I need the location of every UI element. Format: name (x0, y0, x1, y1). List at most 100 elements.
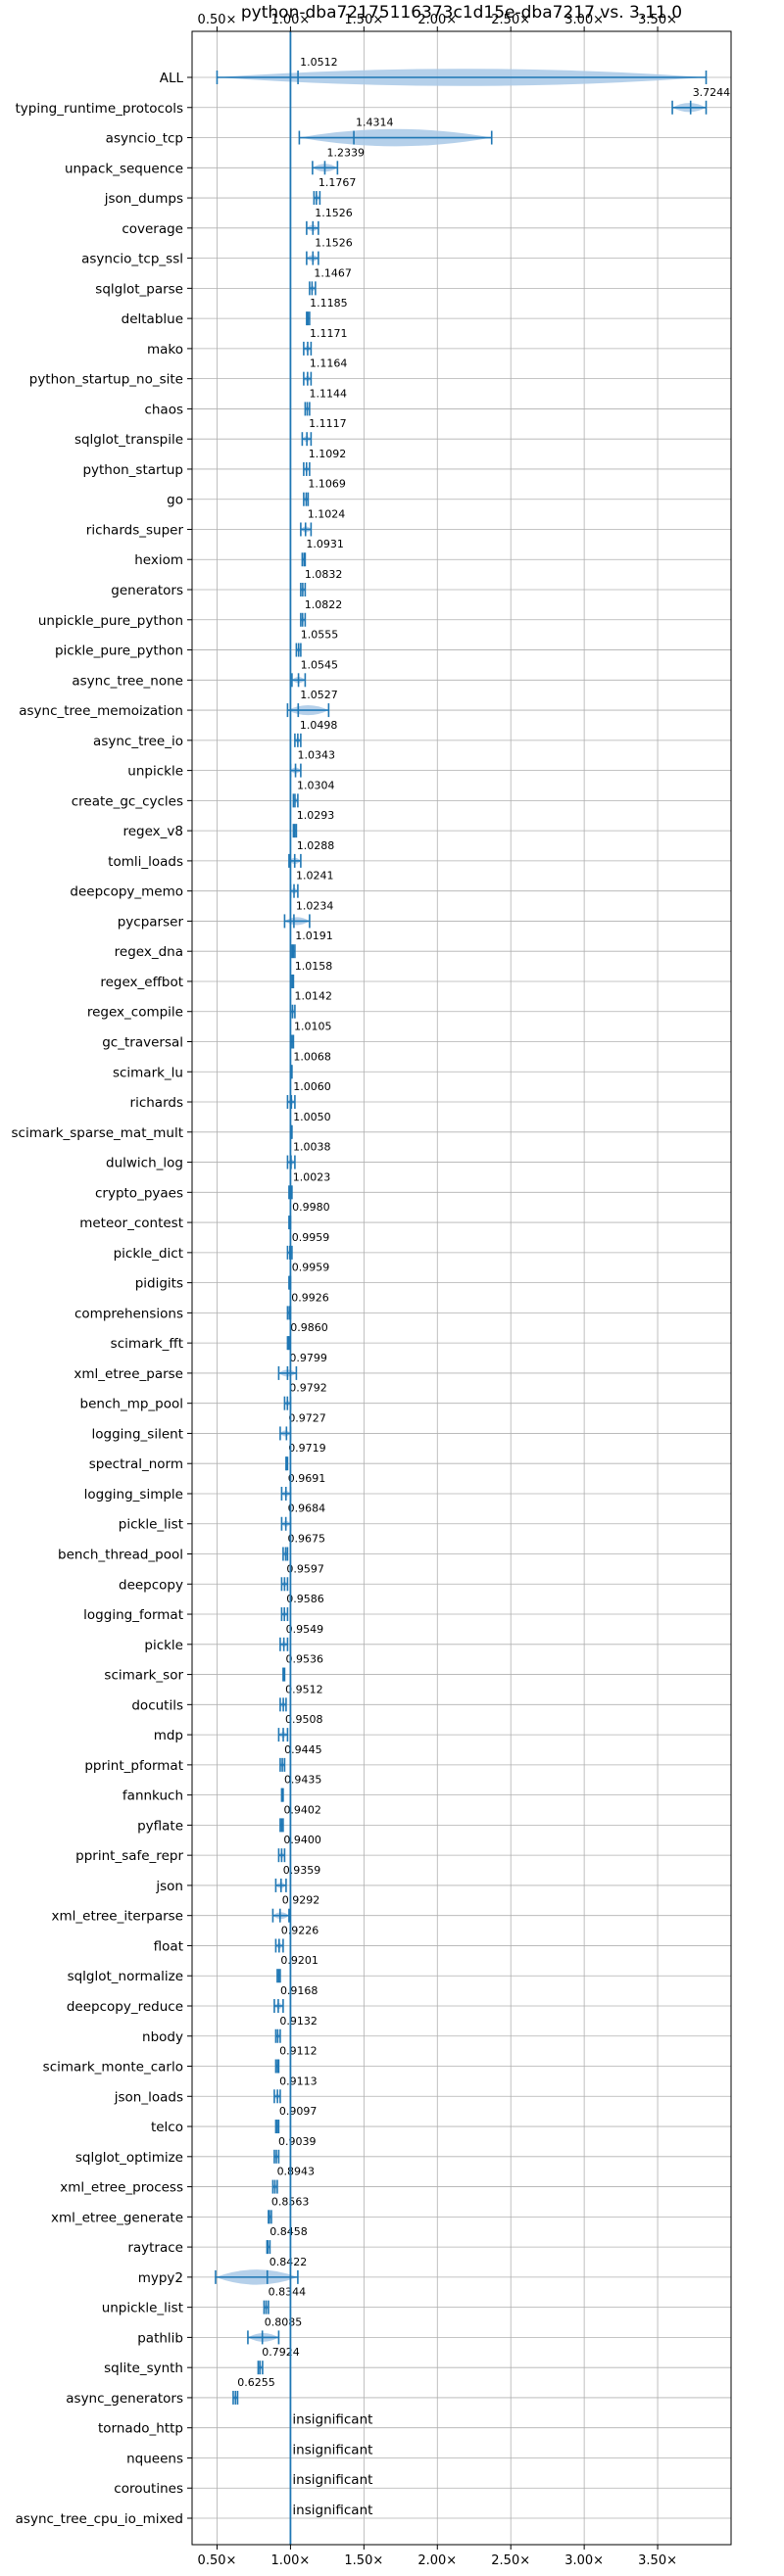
value-label: 1.0060 (293, 1080, 331, 1093)
y-category-label: richards_super (86, 522, 184, 538)
y-category-label: pprint_safe_repr (75, 1848, 183, 1864)
value-label: 1.0498 (300, 719, 338, 732)
y-category-label: scimark_monte_carlo (43, 2060, 183, 2075)
value-label: 3.7244 (693, 86, 731, 99)
value-label: 0.9508 (285, 1713, 323, 1726)
y-category-label: coroutines (114, 2481, 183, 2497)
y-category-label: async_tree_io (93, 734, 183, 749)
y-category-label: sqlite_synth (104, 2361, 183, 2376)
y-category-label: sqlglot_transpile (74, 432, 183, 448)
value-label: 0.9980 (292, 1201, 330, 1214)
y-category-label: unpickle_list (102, 2301, 183, 2316)
y-category-label: unpack_sequence (65, 161, 183, 176)
value-label: 1.0234 (296, 899, 334, 912)
value-label: 0.9536 (285, 1653, 323, 1666)
value-label: 0.9549 (286, 1623, 324, 1636)
y-category-label: bench_thread_pool (58, 1548, 183, 1563)
y-category-label: logging_format (83, 1607, 183, 1623)
value-label: 0.9586 (286, 1593, 324, 1605)
value-label: 1.0050 (293, 1111, 331, 1123)
value-label: 0.8085 (265, 2315, 303, 2328)
y-category-label: asyncio_tcp (106, 131, 183, 147)
y-category-label: chaos (144, 402, 183, 417)
value-label: 1.1526 (315, 207, 353, 219)
y-category-label: logging_simple (84, 1487, 183, 1503)
value-label: 0.8458 (270, 2225, 308, 2238)
value-label: 0.9959 (292, 1231, 330, 1244)
value-label: 0.9039 (278, 2135, 317, 2148)
value-label: 0.9512 (285, 1683, 323, 1695)
value-label: 0.9112 (279, 2045, 318, 2058)
y-category-label: regex_effbot (100, 975, 183, 990)
plot-frame (191, 30, 732, 2546)
y-category-label: pickle_list (119, 1517, 183, 1533)
value-label: 0.9097 (279, 2105, 318, 2118)
value-label: 1.0068 (293, 1050, 331, 1063)
value-label: 0.9691 (288, 1472, 326, 1485)
y-category-label: pickle_dict (114, 1246, 183, 1262)
y-category-label: sqlglot_optimize (75, 2150, 183, 2166)
value-label: 1.0288 (297, 839, 335, 852)
y-category-label: unpickle (127, 764, 183, 780)
y-category-label: async_tree_cpu_io_mixed (16, 2511, 183, 2527)
value-label: 1.1024 (308, 507, 346, 520)
value-label: 1.0512 (300, 56, 338, 69)
grid-layer (192, 31, 731, 2545)
y-category-label: regex_compile (87, 1005, 183, 1021)
y-category-label: json (155, 1879, 183, 1894)
value-label: 1.1164 (310, 358, 348, 370)
value-label: 0.9201 (280, 1954, 318, 1967)
value-label: 0.8344 (269, 2286, 307, 2299)
y-category-label: sqlglot_normalize (68, 1969, 183, 1984)
x-tick-label-bottom: 3.00× (564, 2553, 604, 2568)
y-category-label: ALL (160, 71, 184, 86)
value-label: 0.9959 (292, 1262, 330, 1274)
y-category-label: asyncio_tcp_ssl (81, 252, 183, 267)
y-category-label: pickle (144, 1638, 183, 1653)
y-category-label: async_tree_memoization (19, 703, 183, 719)
y-category-label: float (154, 1938, 183, 1954)
y-category-label: xml_etree_process (60, 2180, 183, 2196)
value-label: 1.0142 (295, 990, 333, 1003)
x-tick-label-top: 1.00× (270, 13, 310, 27)
value-label: 1.1092 (309, 448, 347, 460)
value-label: 0.9168 (280, 1984, 318, 1997)
value-label: 1.0191 (295, 930, 333, 942)
value-label: 1.0241 (296, 870, 334, 883)
value-label: 1.0158 (295, 960, 333, 973)
value-label: 1.1467 (314, 266, 352, 279)
y-category-label: docutils (131, 1697, 183, 1713)
x-tick-label-top: 2.00× (417, 13, 457, 27)
y-category-label: tomli_loads (108, 854, 183, 870)
y-category-label: telco (151, 2120, 183, 2135)
value-label: 1.0105 (294, 1020, 332, 1032)
y-category-label: scimark_fft (111, 1336, 183, 1352)
x-tick-label-top: 1.50× (344, 13, 383, 27)
y-category-label: gc_traversal (102, 1034, 183, 1050)
y-category-label: deltablue (122, 311, 183, 327)
value-label: 0.9684 (288, 1503, 326, 1515)
y-category-label: deepcopy (119, 1577, 183, 1593)
value-label: 1.0023 (293, 1170, 331, 1183)
y-category-label: python_startup (82, 462, 183, 478)
y-category-label: spectral_norm (89, 1456, 183, 1472)
value-label: 0.9675 (288, 1533, 326, 1546)
y-category-label: scimark_sor (104, 1668, 183, 1684)
y-category-label: nbody (142, 2029, 183, 2045)
value-label: 1.4314 (356, 117, 394, 129)
chart-title: python-dba72175116373c1d15e-dba7217 vs. … (241, 3, 682, 23)
value-label: 0.9799 (289, 1352, 327, 1364)
value-label: 1.1144 (310, 387, 348, 400)
value-label: 1.0545 (301, 658, 339, 671)
insignificant-label: insignificant (292, 2503, 372, 2518)
x-tick-label-top: 3.00× (564, 13, 604, 27)
x-tick-label-bottom: 2.00× (417, 2553, 457, 2568)
y-category-label: typing_runtime_protocols (16, 101, 184, 117)
value-label: 1.1185 (310, 297, 348, 310)
y-category-label: pidigits (135, 1276, 183, 1292)
value-label: 1.0527 (300, 689, 338, 701)
y-category-label: pycparser (118, 914, 184, 930)
marks-layer: 1.0512 3.7244 1.4314 1.2339 1.1767 1.1526 1.15… (215, 31, 731, 2545)
y-category-label: fannkuch (122, 1789, 183, 1804)
